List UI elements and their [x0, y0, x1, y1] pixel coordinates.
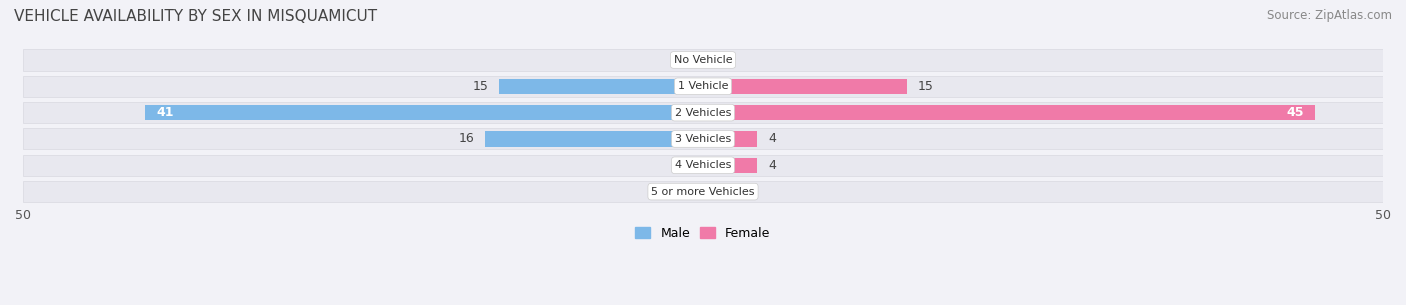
- Legend: Male, Female: Male, Female: [630, 222, 776, 245]
- Bar: [22, 181, 1384, 202]
- Bar: [22, 76, 1384, 97]
- Bar: [703, 79, 907, 94]
- Text: 0: 0: [714, 53, 721, 66]
- Bar: [22, 155, 1384, 176]
- Bar: [499, 79, 703, 94]
- Text: 0: 0: [685, 53, 692, 66]
- Bar: [703, 131, 758, 147]
- Text: 41: 41: [156, 106, 174, 119]
- Text: 1 Vehicle: 1 Vehicle: [678, 81, 728, 91]
- Text: VEHICLE AVAILABILITY BY SEX IN MISQUAMICUT: VEHICLE AVAILABILITY BY SEX IN MISQUAMIC…: [14, 9, 377, 24]
- Bar: [22, 49, 1384, 70]
- Text: 0: 0: [685, 185, 692, 198]
- Bar: [703, 158, 758, 173]
- Text: 0: 0: [714, 185, 721, 198]
- Text: 3 Vehicles: 3 Vehicles: [675, 134, 731, 144]
- Bar: [703, 105, 1315, 120]
- Text: 15: 15: [472, 80, 488, 93]
- Text: 5 or more Vehicles: 5 or more Vehicles: [651, 187, 755, 197]
- Text: 45: 45: [1286, 106, 1305, 119]
- Text: Source: ZipAtlas.com: Source: ZipAtlas.com: [1267, 9, 1392, 22]
- Text: 4: 4: [768, 132, 776, 145]
- Text: 0: 0: [685, 159, 692, 172]
- Bar: [145, 105, 703, 120]
- Text: No Vehicle: No Vehicle: [673, 55, 733, 65]
- Text: 4 Vehicles: 4 Vehicles: [675, 160, 731, 170]
- Text: 2 Vehicles: 2 Vehicles: [675, 108, 731, 118]
- Bar: [22, 102, 1384, 123]
- Bar: [22, 128, 1384, 149]
- Text: 4: 4: [768, 159, 776, 172]
- Text: 15: 15: [918, 80, 934, 93]
- Bar: [485, 131, 703, 147]
- Text: 16: 16: [458, 132, 474, 145]
